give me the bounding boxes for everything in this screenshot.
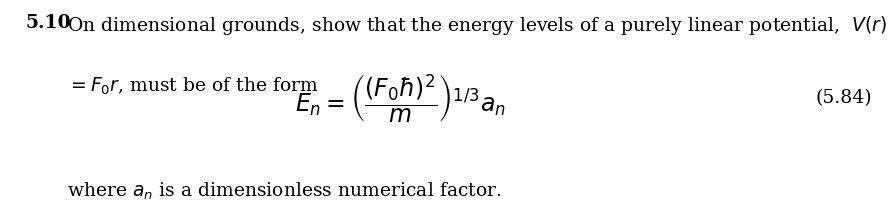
Text: 5.10: 5.10: [25, 14, 71, 32]
Text: $E_n = \left( \dfrac{(F_0\hbar)^2}{m} \right)^{1/3} a_n$: $E_n = \left( \dfrac{(F_0\hbar)^2}{m} \r…: [295, 72, 506, 124]
Text: On dimensional grounds, show that the energy levels of a purely linear potential: On dimensional grounds, show that the en…: [67, 14, 886, 37]
Text: $= F_0r$, must be of the form: $= F_0r$, must be of the form: [67, 75, 318, 97]
Text: where $a_n$ is a dimensionless numerical factor.: where $a_n$ is a dimensionless numerical…: [67, 180, 502, 201]
Text: (5.84): (5.84): [815, 89, 872, 107]
